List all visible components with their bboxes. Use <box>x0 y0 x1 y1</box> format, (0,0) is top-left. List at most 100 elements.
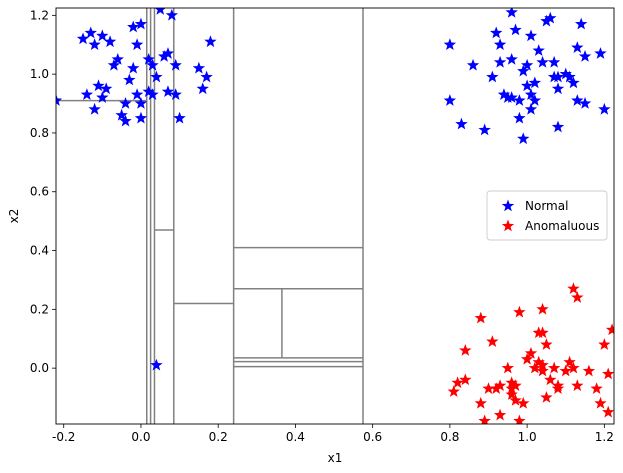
normal-point <box>56 94 63 106</box>
normal-point <box>505 91 518 103</box>
y-axis-ticks: 0.0 0.2 0.4 0.6 0.8 1.0 1.2 <box>30 8 56 375</box>
y-tick-label: 0.2 <box>30 302 49 316</box>
x-tick-label: 0.8 <box>440 430 459 444</box>
normal-point <box>578 50 592 62</box>
legend-marker-anomalous <box>501 219 515 232</box>
normal-point <box>524 88 538 100</box>
anomalous-point <box>547 361 561 374</box>
normal-point <box>76 32 90 45</box>
anomalous-point <box>582 364 596 377</box>
normal-point <box>551 70 565 83</box>
anomalous-point <box>513 414 526 424</box>
plot-frame <box>55 7 615 425</box>
normal-point <box>493 38 507 51</box>
normal-point <box>196 82 209 95</box>
anomalous-point <box>486 335 499 347</box>
y-tick-label: 0.0 <box>30 361 49 375</box>
anomalous-point <box>501 361 514 374</box>
normal-point <box>513 111 526 124</box>
anomalous-point <box>602 405 614 418</box>
anomalous-point <box>528 361 542 374</box>
anomalous-point <box>493 408 507 421</box>
anomalous-point <box>505 388 518 400</box>
normal-point <box>567 76 580 89</box>
normal-point <box>169 58 182 71</box>
anomalous-point <box>571 291 584 303</box>
anomalous-point <box>540 338 553 350</box>
x-tick-label: 0.2 <box>209 430 228 444</box>
anomalous-point <box>544 373 557 386</box>
normal-point <box>96 29 109 42</box>
normal-point <box>150 358 163 371</box>
normal-point <box>142 85 155 98</box>
normal-point <box>455 117 468 130</box>
normal-point <box>524 29 538 42</box>
normal-point <box>130 38 144 51</box>
normal-point <box>517 132 530 145</box>
normal-point <box>540 14 553 27</box>
normal-point <box>551 120 565 133</box>
legend-label-anomalous: Anomaluous <box>525 219 599 233</box>
normal-point <box>157 50 171 62</box>
normal-point <box>119 97 132 109</box>
normal-point <box>161 85 175 98</box>
normal-point <box>509 23 522 36</box>
normal-point <box>119 114 132 127</box>
anomalous-point <box>447 385 460 397</box>
y-tick-label: 1.0 <box>30 67 49 81</box>
normal-point <box>598 102 611 115</box>
normal-point <box>204 35 217 48</box>
anomalous-point <box>509 379 522 392</box>
y-tick-label: 1.2 <box>30 8 49 22</box>
normal-point <box>134 97 148 109</box>
normal-point <box>100 82 113 95</box>
y-axis-label: x2 <box>7 209 21 224</box>
legend: Normal Anomaluous <box>486 190 608 241</box>
x-tick-label: 1.2 <box>595 430 614 444</box>
x-axis-ticks: -0.2 0.0 0.2 0.4 0.6 0.8 1.0 1.2 <box>52 424 614 444</box>
anomalous-point <box>540 391 553 403</box>
normal-point <box>127 20 140 33</box>
normal-point <box>192 61 206 74</box>
normal-point <box>88 102 101 115</box>
normal-point <box>146 88 159 100</box>
normal-point <box>88 38 101 51</box>
normal-point <box>532 44 545 56</box>
anomalous-point <box>551 382 565 394</box>
anomalous-point <box>482 382 495 394</box>
normal-point <box>490 26 503 39</box>
x-tick-label: -0.2 <box>52 430 75 444</box>
normal-point <box>478 123 491 136</box>
x-tick-label: 1.0 <box>518 430 537 444</box>
normal-point <box>154 8 166 15</box>
normal-point <box>142 52 155 65</box>
normal-point <box>134 111 148 124</box>
legend-marker-normal <box>501 199 515 212</box>
normal-point <box>443 38 457 51</box>
anomalous-point <box>459 344 472 356</box>
normal-point <box>536 55 549 68</box>
anomalous-point <box>536 302 549 315</box>
data-points <box>56 8 614 424</box>
y-tick-label: 0.4 <box>30 244 49 258</box>
anomalous-point <box>520 352 534 365</box>
normal-point <box>520 58 534 71</box>
normal-point <box>150 70 163 83</box>
anomalous-point <box>509 393 522 406</box>
x-tick-label: 0.0 <box>131 430 150 444</box>
normal-point <box>173 111 186 124</box>
anomalous-point <box>459 373 472 386</box>
normal-point <box>134 17 148 30</box>
partition-lines <box>56 8 364 424</box>
anomalous-point <box>524 346 538 359</box>
normal-point <box>127 61 140 74</box>
anomalous-point <box>490 382 503 394</box>
anomalous-point <box>474 311 487 324</box>
normal-point <box>505 8 518 18</box>
normal-point <box>486 70 499 83</box>
anomalous-point <box>505 382 518 394</box>
y-tick-label: 0.8 <box>30 126 49 140</box>
anomalous-point <box>478 414 491 424</box>
normal-point <box>528 94 542 106</box>
normal-point <box>130 88 144 100</box>
